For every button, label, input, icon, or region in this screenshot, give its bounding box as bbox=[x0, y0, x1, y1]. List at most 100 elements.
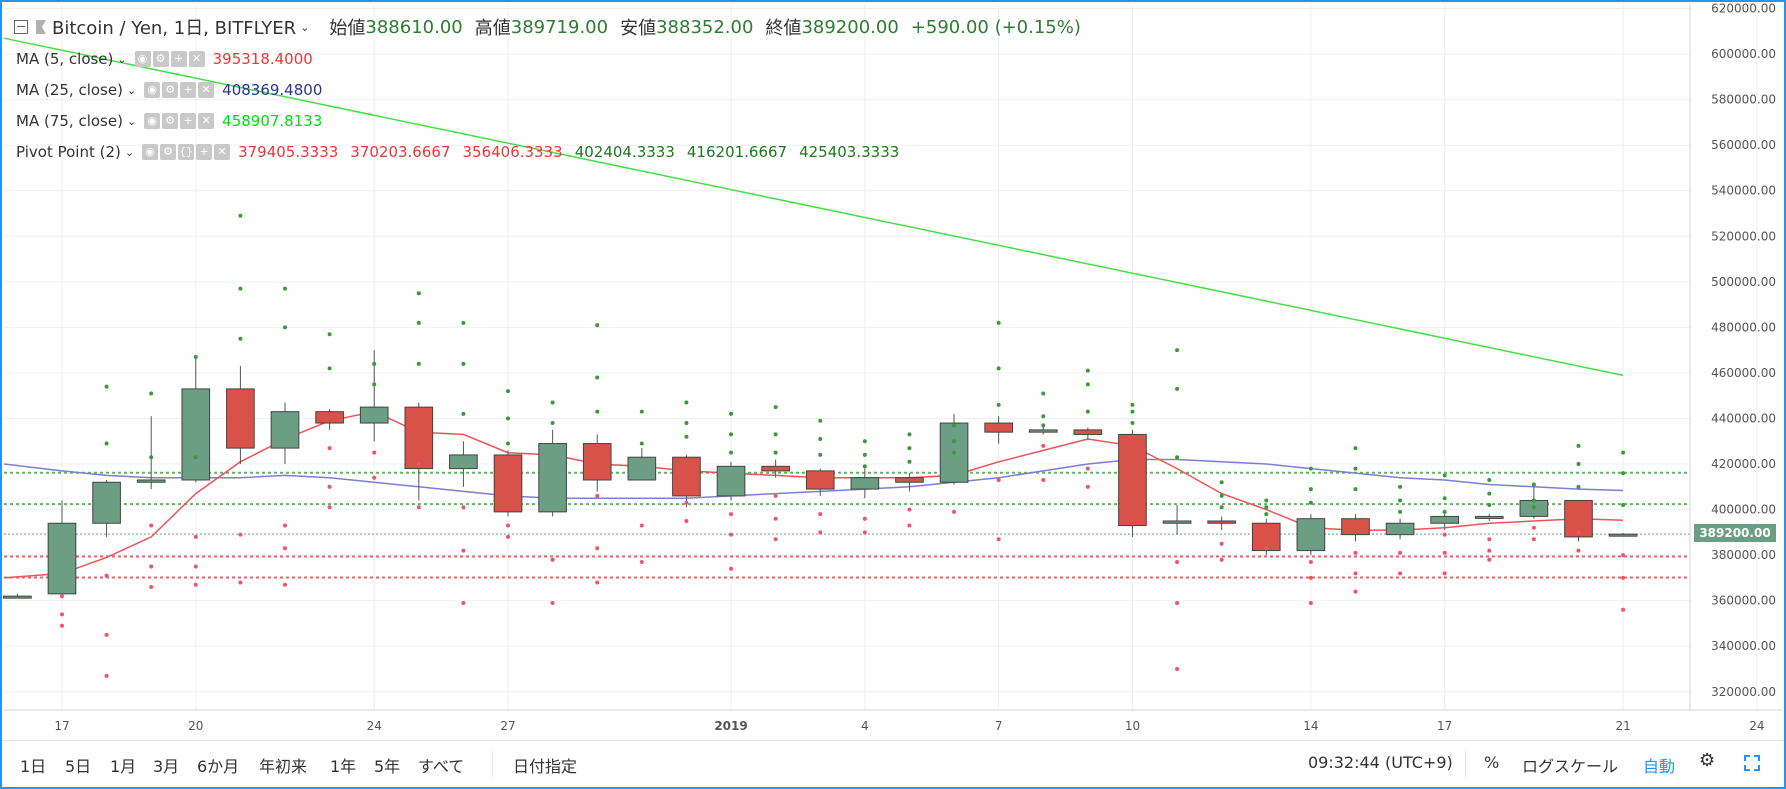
clock[interactable]: 09:32:44 (UTC+9) bbox=[1308, 753, 1453, 772]
candle-body bbox=[1118, 433, 1147, 527]
pivot-dot-green bbox=[1398, 484, 1403, 489]
pivot-dot-red bbox=[283, 523, 287, 528]
indicator-value: 379405.3333 bbox=[238, 143, 339, 161]
indicator-legend[interactable]: Pivot Point (2) ⌄ ◉ ⚙{} + ✕ 379405.3333 370203.… bbox=[16, 143, 911, 161]
pivot-dot-red bbox=[1487, 537, 1492, 542]
chevron-down-icon[interactable]: ⌄ bbox=[117, 52, 127, 66]
pivot-dot-green bbox=[907, 432, 912, 437]
pivot-dot-green bbox=[684, 400, 689, 405]
plus-icon[interactable]: + bbox=[196, 144, 213, 160]
pivot-dot-green bbox=[862, 439, 867, 444]
pivot-dot-green bbox=[283, 286, 287, 291]
indicator-label[interactable]: MA (25, close) bbox=[16, 81, 123, 99]
close-icon[interactable]: ✕ bbox=[188, 51, 205, 67]
eye-icon[interactable]: ◉ bbox=[144, 82, 161, 98]
pivot-dot-green bbox=[729, 432, 734, 437]
close-icon[interactable]: ✕ bbox=[214, 144, 231, 160]
indicator-label[interactable]: Pivot Point (2) bbox=[16, 143, 121, 161]
pivot-dot-green bbox=[461, 361, 466, 366]
low-value: 388352.00 bbox=[656, 16, 754, 38]
pivot-dot-green bbox=[149, 391, 154, 396]
gear-icon[interactable]: ⚙ bbox=[160, 144, 177, 160]
range-3m[interactable]: 3月 bbox=[153, 757, 180, 776]
pivot-dot-green bbox=[1353, 487, 1358, 492]
indicator-legend[interactable]: MA (25, close) ⌄ ◉ ⚙ + ✕ 408369.4800 bbox=[16, 81, 334, 99]
range-1m[interactable]: 1月 bbox=[110, 757, 137, 776]
price-tick-label: 480000.00 bbox=[1711, 320, 1776, 334]
pivot-dot-red bbox=[372, 475, 377, 480]
pivot-dot-red bbox=[773, 516, 778, 521]
gear-icon[interactable]: ⚙ bbox=[152, 51, 169, 67]
pivot-dot-green bbox=[1175, 386, 1180, 391]
price-tick-label: 360000.00 bbox=[1711, 594, 1776, 608]
pivot-dot-red bbox=[416, 505, 421, 510]
price-tick-label: 580000.00 bbox=[1711, 93, 1776, 107]
plus-icon[interactable]: + bbox=[180, 113, 197, 129]
plus-icon[interactable]: + bbox=[180, 82, 197, 98]
pivot-dot-green bbox=[550, 421, 555, 426]
source-icon[interactable]: {} bbox=[178, 144, 195, 160]
chevron-down-icon[interactable]: ⌄ bbox=[300, 20, 310, 34]
range-5y[interactable]: 5年 bbox=[374, 757, 401, 776]
collapse-icon[interactable] bbox=[14, 20, 28, 34]
pivot-dot-green bbox=[1398, 509, 1403, 514]
candle-body bbox=[1341, 518, 1370, 536]
candle-body bbox=[493, 454, 523, 513]
range-ytd[interactable]: 年初来 bbox=[259, 757, 308, 776]
eye-icon[interactable]: ◉ bbox=[134, 51, 151, 67]
indicator-legend[interactable]: MA (5, close) ⌄ ◉ ⚙ + ✕ 395318.4000 bbox=[16, 50, 325, 68]
pivot-dot-red bbox=[372, 450, 377, 455]
log-scale-toggle[interactable]: ログスケール bbox=[1522, 757, 1619, 776]
percent-toggle[interactable]: % bbox=[1484, 753, 1500, 772]
range-5d[interactable]: 5日 bbox=[65, 757, 92, 776]
pivot-dot-red bbox=[1219, 541, 1224, 546]
pivot-dot-red bbox=[1442, 571, 1447, 576]
fullscreen-icon[interactable] bbox=[1744, 755, 1760, 771]
divider bbox=[492, 751, 493, 777]
price-tick-label: 600000.00 bbox=[1711, 47, 1776, 61]
pivot-dot-green bbox=[639, 409, 644, 414]
indicator-label[interactable]: MA (75, close) bbox=[16, 112, 123, 130]
pivot-dot-green bbox=[1308, 487, 1313, 492]
pivot-dot-green bbox=[1308, 466, 1313, 471]
high-value: 389719.00 bbox=[510, 16, 609, 38]
price-tick-label: 560000.00 bbox=[1711, 138, 1776, 152]
chevron-down-icon[interactable]: ⌄ bbox=[126, 83, 137, 97]
time-tick-label: 14 bbox=[1303, 719, 1318, 733]
gear-icon[interactable]: ⚙ bbox=[162, 113, 179, 129]
pivot-dot-green bbox=[327, 332, 332, 337]
range-1d[interactable]: 1日 bbox=[20, 757, 47, 776]
pivot-dot-red bbox=[1353, 550, 1358, 555]
pivot-dot-green bbox=[1531, 482, 1536, 487]
pivot-dot-red bbox=[461, 600, 466, 605]
chevron-down-icon[interactable]: ⌄ bbox=[126, 114, 137, 128]
range-1y[interactable]: 1年 bbox=[330, 757, 357, 776]
plus-icon[interactable]: + bbox=[170, 51, 187, 67]
close-icon[interactable]: ✕ bbox=[198, 113, 215, 129]
chevron-down-icon[interactable]: ⌄ bbox=[124, 145, 135, 159]
indicator-label[interactable]: MA (5, close) bbox=[16, 50, 114, 68]
pivot-dot-green bbox=[1175, 455, 1180, 460]
pivot-dot-red bbox=[283, 546, 287, 551]
flag-icon[interactable] bbox=[36, 20, 46, 34]
goto-date-button[interactable]: 日付指定 bbox=[513, 757, 578, 776]
pivot-dot-green bbox=[996, 366, 1001, 371]
indicator-legend[interactable]: MA (75, close) ⌄ ◉ ⚙ + ✕ 458907.8133 bbox=[16, 112, 334, 130]
pivot-dot-green bbox=[1219, 505, 1224, 510]
auto-scale-toggle[interactable]: 自動 bbox=[1643, 757, 1676, 776]
symbol-title[interactable]: Bitcoin / Yen, 1日, BITFLYER bbox=[52, 18, 297, 39]
pivot-dot-green bbox=[729, 411, 734, 416]
gear-icon[interactable]: ⚙ bbox=[162, 82, 179, 98]
eye-icon[interactable]: ◉ bbox=[142, 144, 159, 160]
eye-icon[interactable]: ◉ bbox=[144, 113, 161, 129]
candle-body bbox=[1564, 499, 1593, 538]
symbol-header: Bitcoin / Yen, 1日, BITFLYER ⌄ 始値 388610.0… bbox=[14, 14, 1081, 40]
close-icon[interactable]: ✕ bbox=[198, 82, 215, 98]
candle-body bbox=[895, 477, 924, 483]
gear-icon[interactable]: ⚙ bbox=[1699, 750, 1716, 771]
range-6m[interactable]: 6か月 bbox=[197, 757, 240, 776]
range-all[interactable]: すべて bbox=[418, 757, 465, 776]
ma75-line bbox=[3, 37, 1624, 377]
pivot-dot-green bbox=[1442, 509, 1447, 514]
